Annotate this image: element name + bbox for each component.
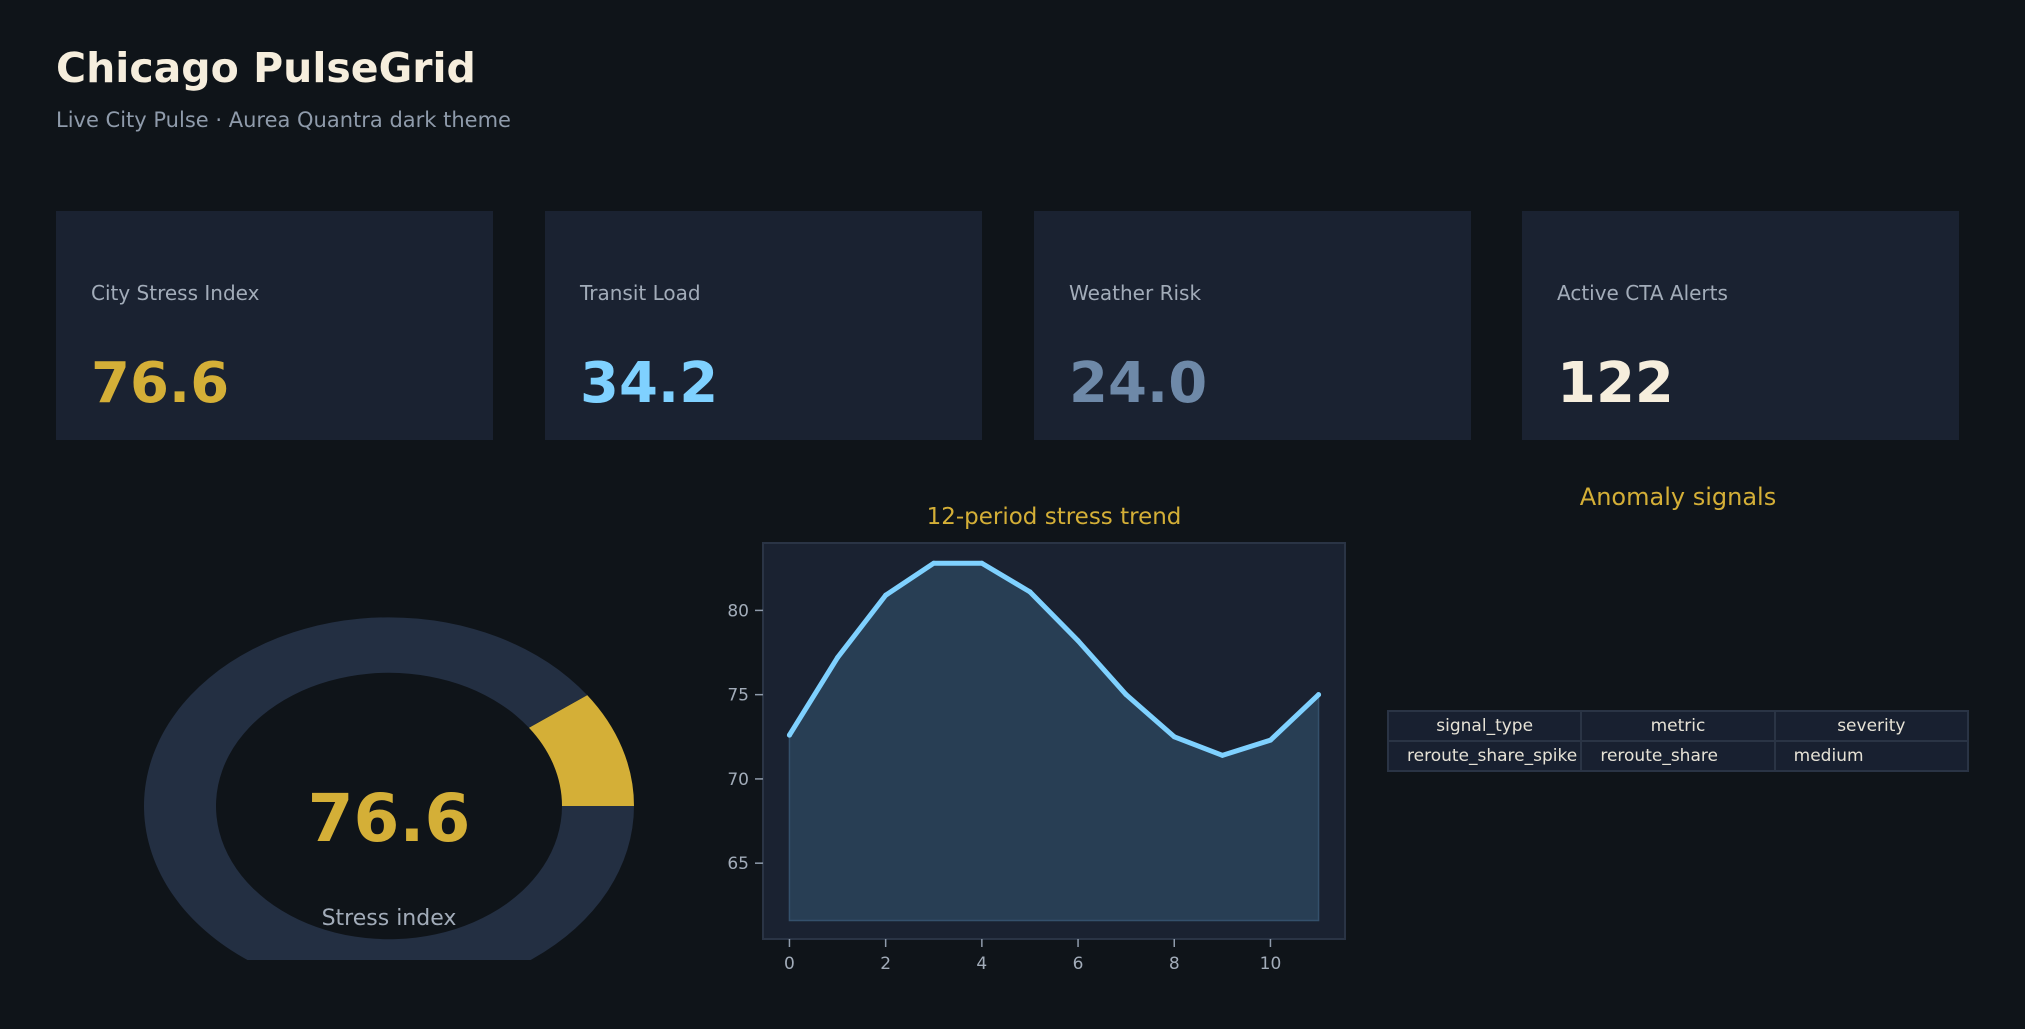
line-chart-title: 12-period stress trend <box>926 504 1182 530</box>
trend-line <box>786 560 1322 758</box>
trend-point <box>1219 752 1225 758</box>
table-cell: medium <box>1773 740 1970 772</box>
trend-point <box>1171 734 1177 740</box>
x-tick-label: 10 <box>1260 954 1282 974</box>
table-cell: reroute_share <box>1580 740 1776 772</box>
trend-point <box>883 592 889 598</box>
kpi-card-transit: Transit Load 34.2 <box>545 211 982 440</box>
kpi-label: Active CTA Alerts <box>1557 281 1728 305</box>
table-cell: reroute_share_spike <box>1386 740 1583 772</box>
y-tick-label: 80 <box>727 601 749 621</box>
kpi-value: 24.0 <box>1069 351 1208 416</box>
trend-point <box>1027 589 1033 595</box>
page-title: Chicago PulseGrid <box>56 44 476 92</box>
y-tick-label: 65 <box>727 854 749 874</box>
trend-point <box>1123 692 1129 698</box>
gauge-track-slice <box>144 617 634 960</box>
gauge-ring <box>144 617 634 960</box>
stress-gauge <box>144 617 634 960</box>
trend-point <box>835 655 841 661</box>
column-header: signal_type <box>1386 710 1583 742</box>
kpi-card-weather: Weather Risk 24.0 <box>1034 211 1471 440</box>
trend-point <box>979 560 985 566</box>
kpi-value: 122 <box>1557 351 1674 416</box>
kpi-card-stress: City Stress Index 76.6 <box>56 211 493 440</box>
x-tick-label: 2 <box>880 954 891 974</box>
kpi-value: 76.6 <box>91 351 230 416</box>
gauge-fill-slice <box>528 695 634 806</box>
trend-point <box>786 732 792 738</box>
trend-point <box>1267 737 1273 743</box>
x-tick-label: 4 <box>976 954 987 974</box>
kpi-value: 34.2 <box>580 351 719 416</box>
table-row: reroute_share_spike reroute_share medium <box>1386 740 1970 772</box>
stress-trend-chart: 65 70 75 80 0 2 4 6 8 10 <box>727 542 1346 974</box>
x-tick-label: 6 <box>1073 954 1084 974</box>
y-tick-label: 75 <box>727 686 749 706</box>
kpi-label: Transit Load <box>580 281 701 305</box>
trend-point <box>1075 638 1081 644</box>
x-tick-label: 0 <box>784 954 795 974</box>
trend-point <box>1316 692 1322 698</box>
column-header: severity <box>1773 710 1970 742</box>
kpi-label: City Stress Index <box>91 281 260 305</box>
anomaly-title: Anomaly signals <box>1579 483 1777 511</box>
column-header: metric <box>1580 710 1776 742</box>
page-subtitle: Live City Pulse · Aurea Quantra dark the… <box>56 108 511 132</box>
anomaly-table: signal_type metric severity reroute_shar… <box>1386 710 1970 772</box>
x-tick-label: 8 <box>1169 954 1180 974</box>
table-header-row: signal_type metric severity <box>1386 710 1970 742</box>
y-tick-label: 70 <box>727 770 749 790</box>
gauge-value: 76.6 <box>307 780 471 857</box>
trend-point <box>931 560 937 566</box>
gauge-label: Stress index <box>321 906 457 931</box>
kpi-card-alerts: Active CTA Alerts 122 <box>1522 211 1959 440</box>
kpi-label: Weather Risk <box>1069 281 1202 305</box>
